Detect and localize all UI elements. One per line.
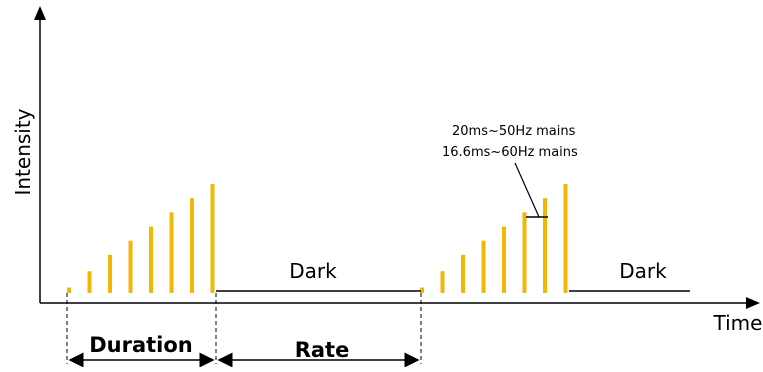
rate-label: Rate — [295, 338, 350, 362]
pulse-bar — [440, 271, 445, 293]
dark-label-2: Dark — [619, 259, 667, 283]
x-axis-arrow-icon — [746, 297, 760, 309]
pulse-bar — [502, 226, 506, 293]
annotation-line-1: 20ms~50Hz mains — [452, 124, 576, 139]
pulse-bar — [481, 240, 486, 293]
pulse-bar — [461, 254, 465, 293]
pulse-bar — [210, 184, 215, 293]
pulse-bar — [67, 287, 71, 293]
pulse-bar — [190, 198, 194, 293]
pulse-bar — [563, 184, 568, 293]
pulse-bar — [108, 254, 112, 293]
annotation-leader-line — [514, 162, 540, 218]
x-axis-label: Time — [713, 311, 763, 335]
annotation-line-2: 16.6ms~60Hz mains — [442, 145, 578, 160]
pulse-bar — [543, 198, 547, 293]
pulse-bar — [87, 271, 92, 293]
pulse-burst-1 — [67, 184, 215, 293]
pulse-bar — [522, 212, 527, 293]
duration-label: Duration — [89, 333, 193, 357]
dark-label-1: Dark — [289, 259, 337, 283]
pulse-bar — [169, 212, 174, 293]
pulse-bar — [420, 287, 424, 293]
axes — [34, 6, 760, 309]
mains-period-annotation: 20ms~50Hz mains 16.6ms~60Hz mains — [442, 124, 578, 218]
pulse-bar — [149, 226, 153, 293]
y-axis-arrow-icon — [34, 6, 46, 20]
pulse-bar — [128, 240, 133, 293]
pulse-burst-2 — [420, 184, 568, 293]
y-axis-label: Intensity — [11, 108, 35, 195]
